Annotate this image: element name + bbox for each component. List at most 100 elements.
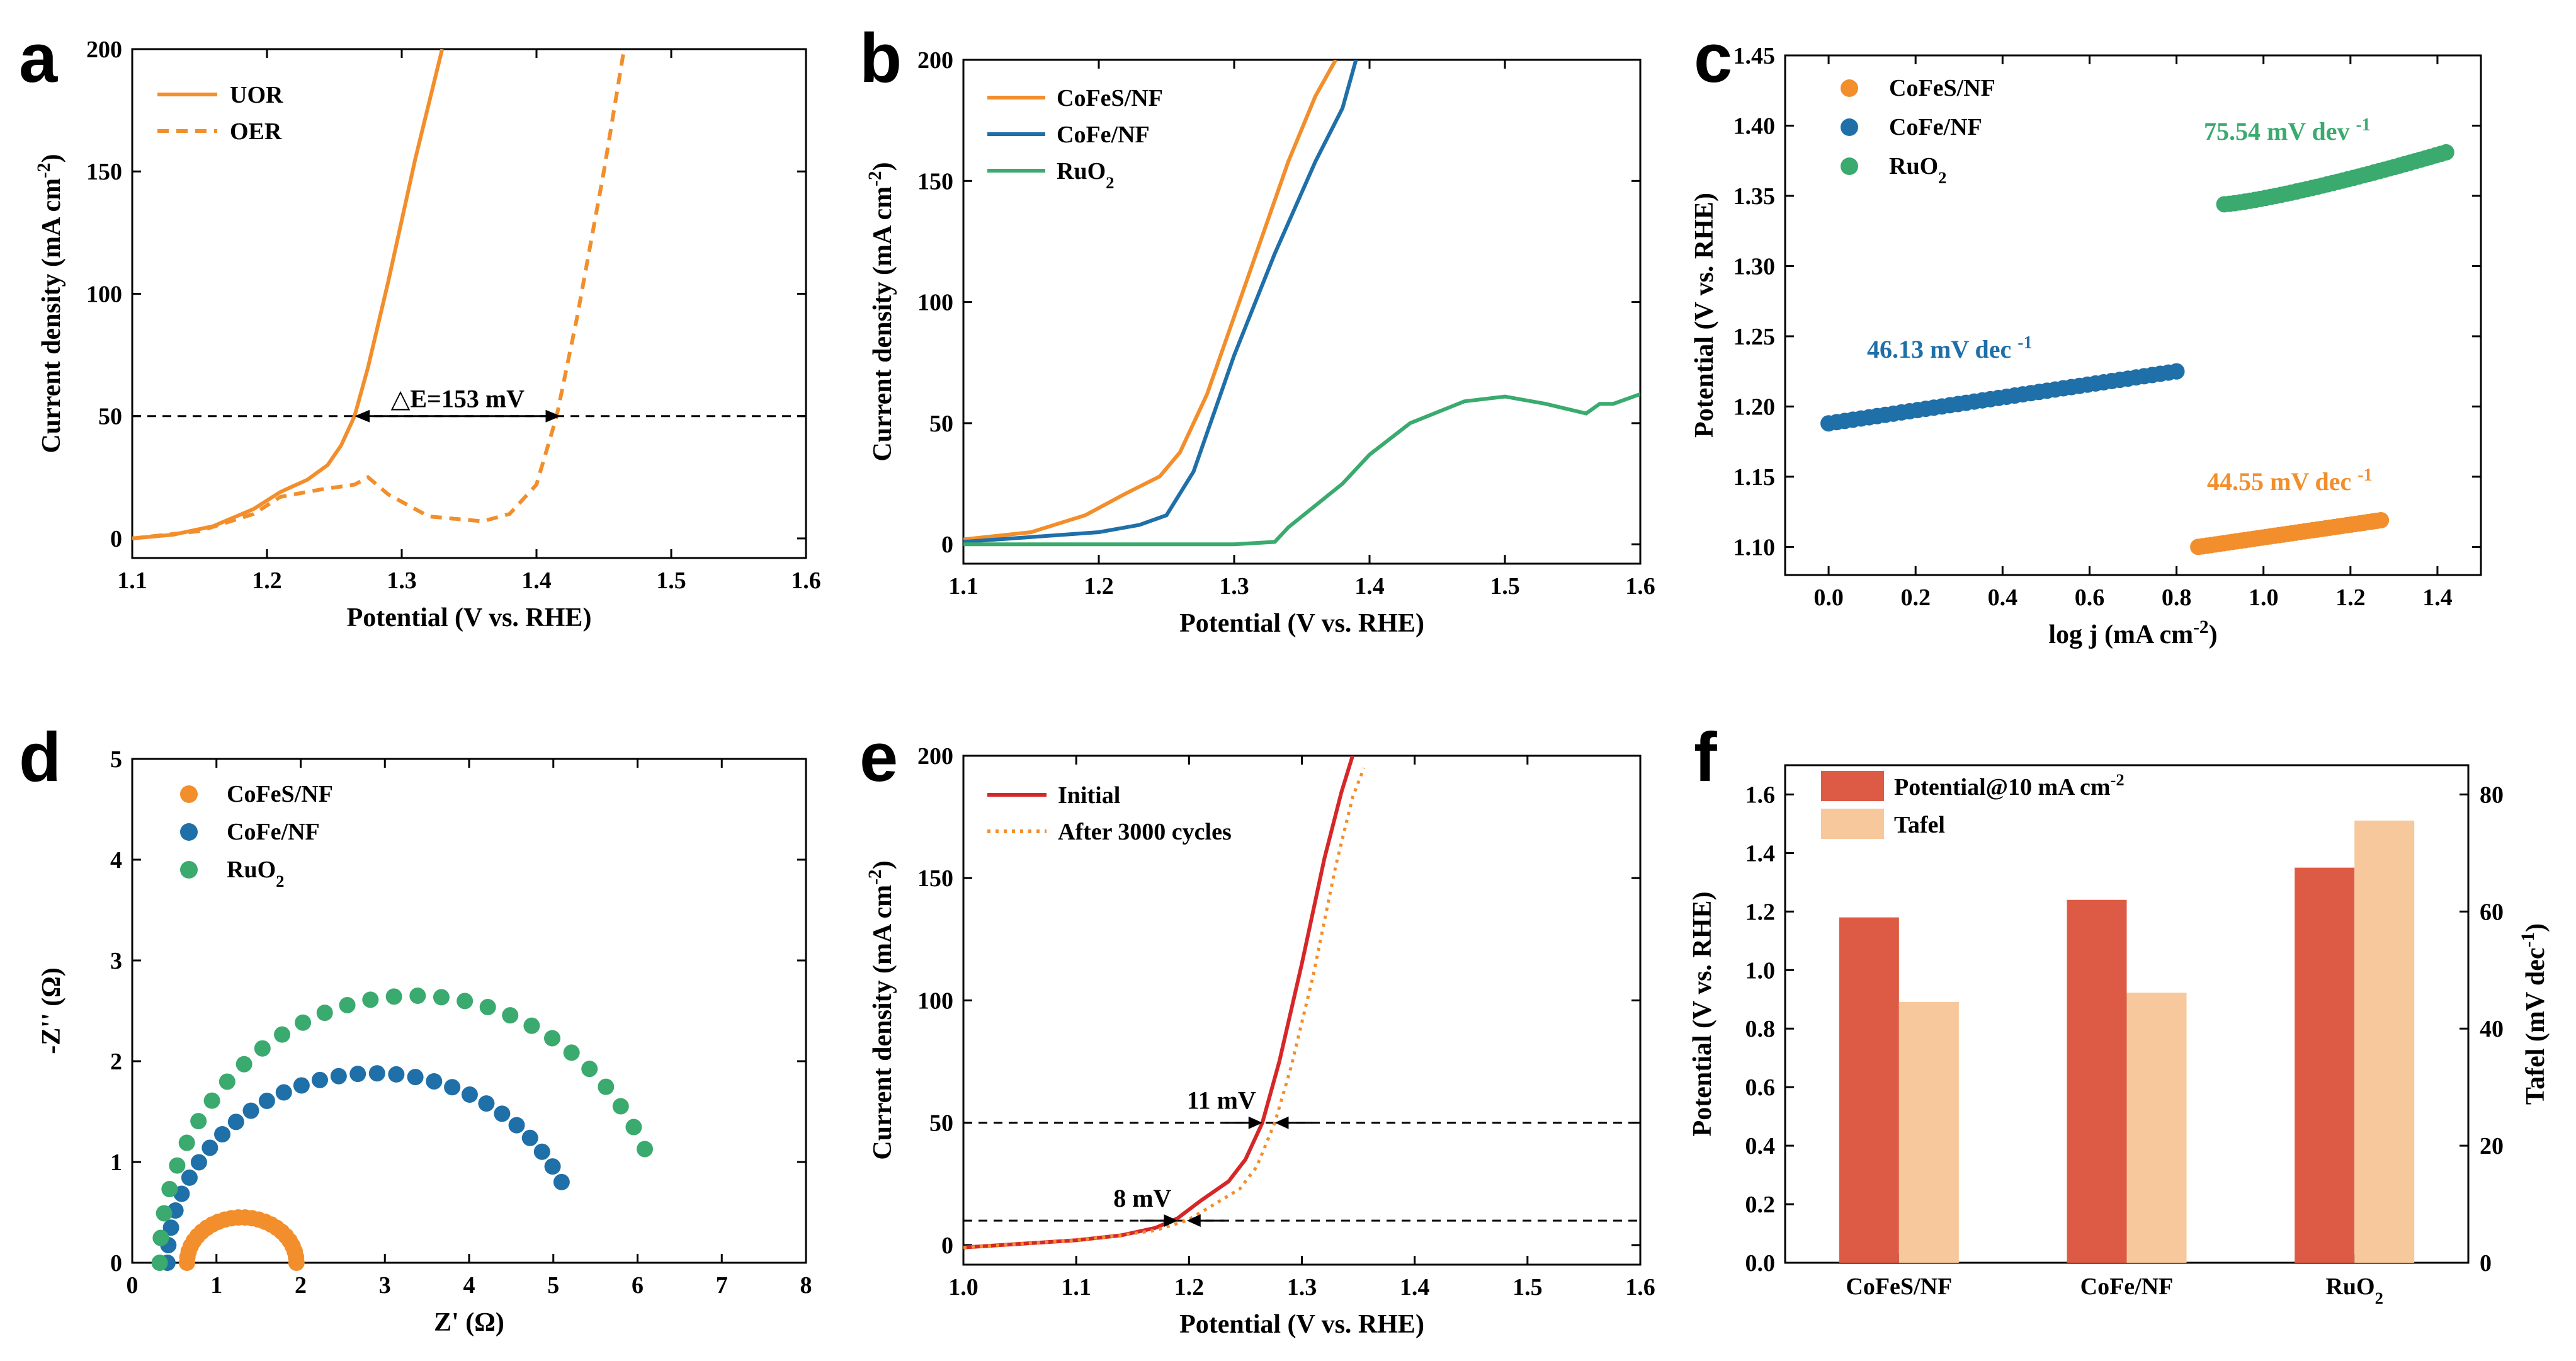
legend-label: CoFe/NF (227, 819, 320, 845)
y-axis-title-part: -2 (34, 162, 54, 178)
legend-label-part: RuO (1057, 158, 1106, 185)
y-axis-title-part: ) (868, 162, 897, 171)
x-tick-label: 1.3 (1287, 1274, 1317, 1301)
bar-potential (2295, 867, 2355, 1263)
data-point (544, 1158, 561, 1175)
x-tick-label: 8 (800, 1272, 812, 1299)
panel-letter-f: f (1694, 719, 1717, 796)
slope-label-part: 44.55 mV dec (2207, 467, 2358, 496)
data-point (625, 1119, 642, 1136)
data-point (162, 1219, 179, 1236)
x-tick-label: 0.0 (1813, 584, 1844, 611)
y-tick-label: 50 (929, 411, 953, 437)
data-point (502, 1007, 519, 1024)
y-tick-label: 1 (110, 1149, 122, 1176)
data-point (227, 1113, 244, 1130)
y-tick-label: 100 (917, 988, 953, 1014)
data-point (479, 999, 496, 1016)
legend-label: RuO2 (1889, 153, 1946, 187)
y-tick-label: 50 (929, 1110, 953, 1137)
data-point (543, 1030, 560, 1047)
data-point (388, 1066, 405, 1083)
data-point (235, 1056, 252, 1073)
x-tick-label: 1.0 (948, 1274, 979, 1301)
legend-swatch (1821, 771, 1884, 801)
data-point (295, 1014, 312, 1031)
plot-frame (1784, 54, 2482, 576)
data-point (330, 1068, 347, 1085)
data-point (523, 1017, 540, 1034)
data-point (508, 1117, 525, 1134)
y-tick-label: 3 (110, 948, 122, 974)
arrowhead (1274, 1116, 1289, 1129)
data-point (349, 1066, 366, 1083)
y-tick-label: 1.10 (1733, 534, 1776, 561)
data-point (598, 1078, 615, 1095)
y-axis-title: -Z'' (Ω) (37, 967, 66, 1054)
data-point (385, 988, 402, 1005)
y-tick-label: 1.4 (1745, 840, 1776, 867)
y-tick-label: 100 (86, 281, 122, 307)
slope-label-part: -1 (2356, 115, 2370, 135)
x-axis-title: Potential (V vs. RHE) (1179, 1310, 1424, 1339)
panel-letter-d: d (19, 719, 61, 796)
y-tick-label: 1.6 (1745, 782, 1776, 808)
x-tick-label: 1.4 (521, 567, 552, 594)
data-point (214, 1125, 231, 1142)
x-tick-label: 1.2 (1174, 1274, 1205, 1301)
y-tick-label: 0 (941, 1233, 953, 1259)
slope-label: 46.13 mV dec -1 (1867, 333, 2033, 364)
x-tick-label: 1.1 (1061, 1274, 1091, 1301)
x-tick-label-part: CoFe/NF (2080, 1273, 2174, 1300)
x-axis-title-part: Potential (V vs. RHE) (1179, 1310, 1424, 1339)
data-point (293, 1077, 310, 1094)
legend-label-part: Potential@10 mA cm (1894, 774, 2111, 800)
data-point (274, 1026, 291, 1043)
y-axis-title-part: ) (868, 860, 897, 869)
x-tick-label: 1.3 (1219, 573, 1249, 600)
y-axis-title: Current density (mA cm-2) (865, 162, 897, 461)
y-tick-label: 1.2 (1745, 899, 1776, 925)
data-point (242, 1102, 259, 1119)
y-axis-title-part: Current density (mA cm (868, 885, 897, 1160)
series-line-oer (132, 49, 627, 540)
bar-potential (1839, 917, 1899, 1263)
data-point (2373, 512, 2390, 529)
y2-axis-title-part: ) (2521, 923, 2550, 932)
x-axis-title-part: Potential (V vs. RHE) (1179, 609, 1424, 638)
data-point (553, 1173, 570, 1190)
x-tick-label: 1.6 (1625, 1274, 1655, 1301)
panel-e: e 1.0 1.1 1.2 1.3 1.4 1.5 1.6 0 50 100 150 200 Potent… (860, 719, 1655, 1339)
y-axis-title: Current density (mA cm-2) (865, 860, 897, 1159)
x-tick-label: 1.5 (1512, 1274, 1543, 1301)
data-point (156, 1205, 173, 1222)
data-point (316, 1005, 333, 1022)
data-point (258, 1092, 275, 1109)
panel-c: c 0.0 0.2 0.4 0.6 0.8 1.0 1.2 1.4 1.10 1.15 1.20 1.2… (1690, 20, 2482, 649)
y-tick-label: 1.30 (1733, 253, 1776, 280)
data-point (426, 1073, 443, 1090)
y-axis-title: Current density (mA cm-2) (34, 154, 66, 453)
data-point (612, 1098, 629, 1115)
x-tick-label: RuO2 (2325, 1273, 2383, 1307)
data-point (494, 1105, 511, 1122)
y-tick-label: 2 (110, 1049, 122, 1075)
legend-marker (1841, 118, 1858, 136)
panel-d: d 0 1 2 3 4 5 6 7 8 0 1 2 3 4 5 Z' (Ω) -Z'' (Ω) CoFeS/NF Co… (19, 719, 812, 1337)
x-tick-label: 1.4 (1354, 573, 1385, 600)
y-tick-label: 0.4 (1745, 1133, 1776, 1159)
arrowhead (1248, 1116, 1262, 1129)
arrowhead (1186, 1214, 1201, 1227)
legend-label-part: CoFe/NF (227, 819, 320, 845)
x-tick-label: 0.4 (1988, 584, 2018, 611)
data-point (311, 1071, 328, 1088)
y-tick-label: 1.15 (1733, 464, 1776, 491)
arrowhead-left (355, 409, 370, 423)
y-tick-label: 1.20 (1733, 394, 1776, 420)
y2-axis-title-part: -1 (2518, 932, 2538, 947)
x-tick-label: 6 (632, 1272, 644, 1299)
y-axis-title: Potential (V vs. RHE) (1688, 892, 1717, 1137)
y2-tick-label: 40 (2480, 1016, 2504, 1042)
bar-tafel (1898, 1001, 1959, 1263)
y2-tick-label: 20 (2480, 1133, 2504, 1159)
